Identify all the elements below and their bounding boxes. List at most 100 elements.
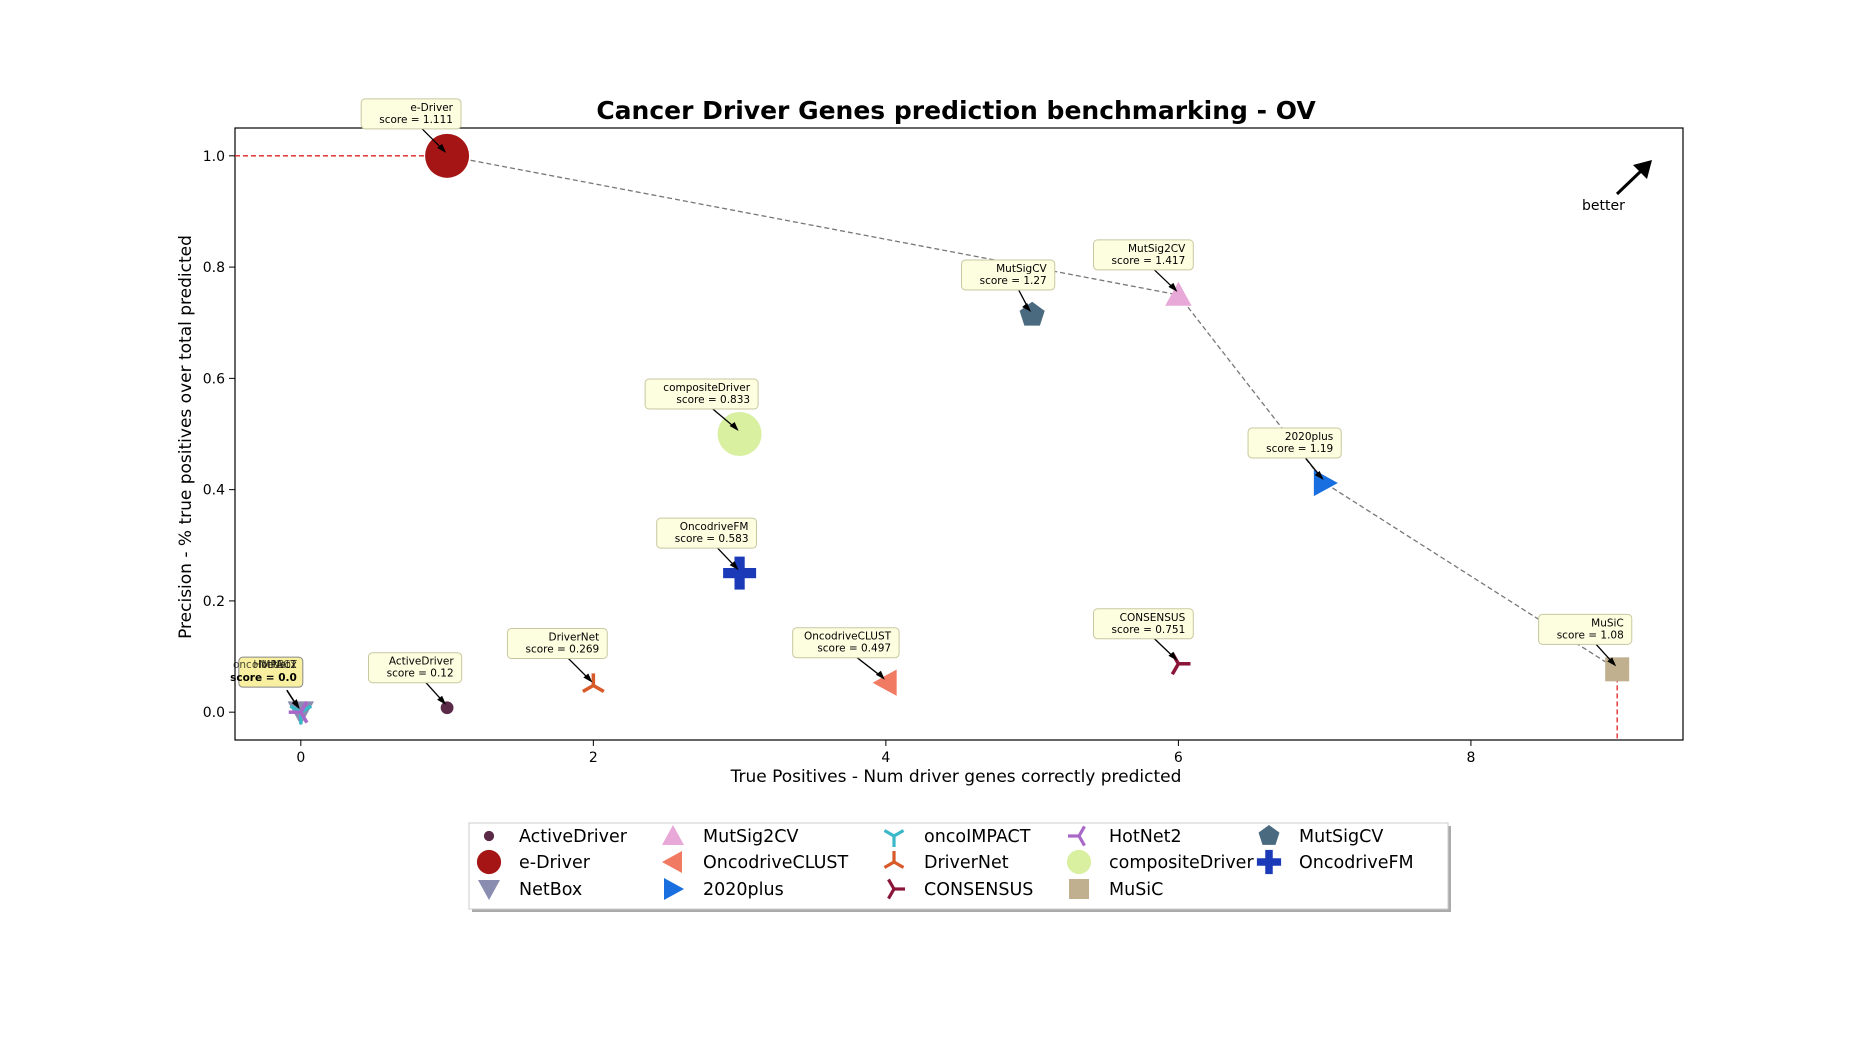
point-drivernet-spoke xyxy=(592,683,605,694)
legend-marker-oncodrivefm xyxy=(1256,849,1282,875)
legend-marker-activedriver-shape xyxy=(483,830,495,842)
legend-marker-mutsigcv xyxy=(1258,825,1280,845)
chart-title: Cancer Driver Genes prediction benchmark… xyxy=(596,96,1316,125)
annotation-music-line-0: MuSiC xyxy=(1591,617,1624,629)
annotation-mutsig2cv-line-0: MutSig2CV xyxy=(1128,243,1186,255)
annotation-overlap-name: oncoIMPACT xyxy=(233,659,297,671)
legend-marker-consensus-spoke xyxy=(887,888,896,900)
legend-item-drivernet: DriverNet xyxy=(883,851,1009,873)
annotation-music-box xyxy=(1538,613,1633,645)
annotation-oncodrivefm-line-1: score = 0.583 xyxy=(675,533,749,545)
legend-marker-consensus-spoke xyxy=(887,878,896,890)
legend-item-oncodriveclust: OncodriveCLUST xyxy=(662,851,848,873)
better-label: better xyxy=(1582,198,1625,214)
annotation-drivernet-line-1: score = 0.269 xyxy=(525,643,599,655)
legend-label-oncodrivefm: OncodriveFM xyxy=(1299,853,1414,873)
point-oncodrivefm-shape-h xyxy=(723,567,757,579)
point-mutsigcv-shape xyxy=(1019,301,1045,326)
legend-marker-mutsig2cv xyxy=(662,825,684,845)
legend-label-netbox: NetBox xyxy=(519,880,582,900)
legend-marker-drivernet xyxy=(883,851,905,869)
x-axis-label: True Positives - Num driver genes correc… xyxy=(730,767,1182,787)
annotation-overlap-arrowhead-icon xyxy=(291,699,300,710)
better-arrow-icon xyxy=(1615,169,1643,196)
legend-marker-hotnet2-spoke xyxy=(1077,825,1086,837)
annotation-mutsigcv-line-0: MutSigCV xyxy=(996,263,1047,275)
legend-label-mutsigcv: MutSigCV xyxy=(1299,827,1383,847)
legend-marker-2020plus xyxy=(664,878,684,900)
legend-marker-drivernet-spoke xyxy=(883,860,895,869)
annotation-activedriver-box xyxy=(367,652,463,684)
annotation-2020plus-box xyxy=(1247,427,1342,459)
legend-marker-hotnet2-spoke xyxy=(1077,835,1086,847)
legend-marker-e-driver-shape xyxy=(476,849,502,875)
point-activedriver-shape xyxy=(440,701,454,715)
legend-marker-music-shape xyxy=(1069,879,1089,899)
annotation-2020plus-arrowhead-icon xyxy=(1314,470,1324,480)
point-drivernet-spoke xyxy=(581,683,595,694)
legend-item-oncoimpact: oncoIMPACT xyxy=(883,827,1031,847)
x-tick-label: 6 xyxy=(1174,750,1183,766)
legend-marker-oncodriveclust-shape xyxy=(662,851,682,873)
legend-marker-music xyxy=(1069,879,1089,899)
annotation-compositedriver-line-1: score = 0.833 xyxy=(676,394,750,406)
annotation-oncodrivefm-line-0: OncodriveFM xyxy=(680,521,749,533)
annotation-overlap-name: HotNet2 xyxy=(253,659,297,671)
y-tick-label: 0.2 xyxy=(203,594,225,610)
point-hotnet2 xyxy=(288,700,309,724)
annotation-mutsigcv-box xyxy=(961,259,1056,291)
legend-label-mutsig2cv: MutSig2CV xyxy=(703,827,798,847)
legend-marker-e-driver xyxy=(476,849,502,875)
y-tick-label: 0.0 xyxy=(203,705,225,721)
legend-marker-compositedriver xyxy=(1066,849,1092,875)
legend-label-consensus: CONSENSUS xyxy=(924,880,1033,900)
legend-marker-compositedriver-shape xyxy=(1066,849,1092,875)
point-e-driver xyxy=(425,133,470,178)
point-hotnet2-spoke xyxy=(299,700,309,714)
annotation-2020plus-line-1: score = 1.19 xyxy=(1266,443,1333,455)
legend-label-compositedriver: compositeDriver xyxy=(1109,853,1254,873)
legend-item-2020plus: 2020plus xyxy=(664,878,784,900)
legend-marker-netbox xyxy=(478,880,500,900)
legend-marker-mutsig2cv-shape xyxy=(662,825,684,845)
annotation-compositedriver-box xyxy=(644,378,759,410)
annotation-overlap-score: score = 0.0 xyxy=(230,672,297,684)
annotation-mutsig2cv-line-1: score = 1.417 xyxy=(1112,255,1186,267)
point-mutsigcv xyxy=(1019,301,1045,326)
legend-item-music: MuSiC xyxy=(1069,879,1163,900)
legend-marker-mutsigcv-shape xyxy=(1258,825,1280,845)
legend-item-oncodrivefm: OncodriveFM xyxy=(1256,849,1414,875)
point-oncodriveclust-shape xyxy=(872,669,897,696)
annotation-consensus-line-0: CONSENSUS xyxy=(1120,612,1186,624)
annotation-mutsig2cv-arrowhead-icon xyxy=(1168,282,1178,292)
legend-item-e-driver: e-Driver xyxy=(476,849,591,875)
better-arrowhead-icon xyxy=(1633,160,1652,179)
y-tick-label: 0.8 xyxy=(203,260,225,276)
legend-item-activedriver: ActiveDriver xyxy=(483,827,628,847)
annotation-activedriver-line-0: ActiveDriver xyxy=(389,656,454,668)
point-e-driver-shape xyxy=(425,133,470,178)
annotation-compositedriver-arrowhead-icon xyxy=(729,422,739,431)
annotation-e-driver-line-0: e-Driver xyxy=(410,102,453,114)
point-mutsig2cv-shape xyxy=(1165,281,1192,306)
legend-marker-netbox-shape xyxy=(478,880,500,900)
legend-item-consensus: CONSENSUS xyxy=(887,878,1033,900)
annotation-consensus-line-1: score = 0.751 xyxy=(1112,624,1186,636)
annotation-oncodriveclust-box xyxy=(792,627,900,659)
annotation-consensus-arrowhead-icon xyxy=(1168,651,1178,661)
x-tick-label: 2 xyxy=(589,750,598,766)
legend-label-music: MuSiC xyxy=(1109,880,1163,900)
plot-frame xyxy=(234,127,1684,741)
annotation-activedriver-arrowhead-icon xyxy=(437,695,447,705)
